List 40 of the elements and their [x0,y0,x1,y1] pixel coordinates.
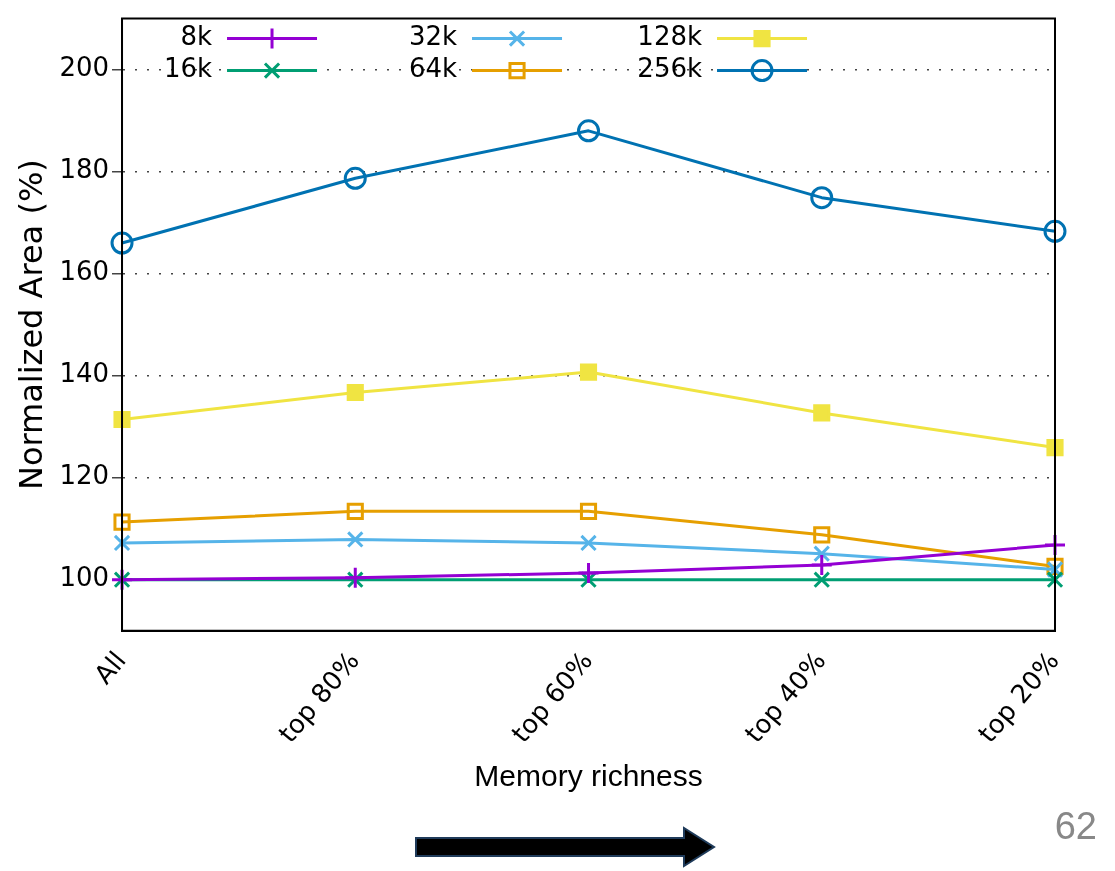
y-tick-label: 180 [59,154,110,185]
point [343,566,367,590]
legend-label: 64k [408,53,458,84]
point [346,383,364,402]
legend-label: 16k [163,53,213,84]
y-tick-label: 200 [59,52,110,83]
text: 62 [1054,805,1097,848]
point [579,534,598,552]
legend-label: 128k [637,21,703,52]
point [1043,533,1067,557]
point [813,404,831,422]
x-axis-title: Memory richness [474,759,703,793]
y-tick-label: 100 [59,562,110,593]
y-tick-label: 120 [59,460,110,491]
legend-label: 256k [637,53,703,84]
point [577,119,601,143]
point [113,534,131,552]
point [346,530,364,548]
point [113,513,131,531]
point [579,502,598,520]
point [110,231,134,255]
point [579,363,598,381]
legend-label: 32k [408,21,458,52]
point [577,561,601,585]
y-tick-label: 160 [59,256,110,287]
y-tick-label: 140 [59,358,110,389]
point [346,502,364,520]
point [1046,571,1064,589]
point [810,553,834,577]
point [343,166,367,190]
point [1046,439,1064,457]
x-tick-label: All [88,645,132,690]
point [813,545,831,563]
y-axis-title: Normalized Area (%) [11,159,50,491]
point [113,410,131,429]
point [813,526,831,544]
legend-label: 8k [180,21,213,52]
point [813,571,831,589]
point [810,186,834,210]
point [1043,219,1067,243]
